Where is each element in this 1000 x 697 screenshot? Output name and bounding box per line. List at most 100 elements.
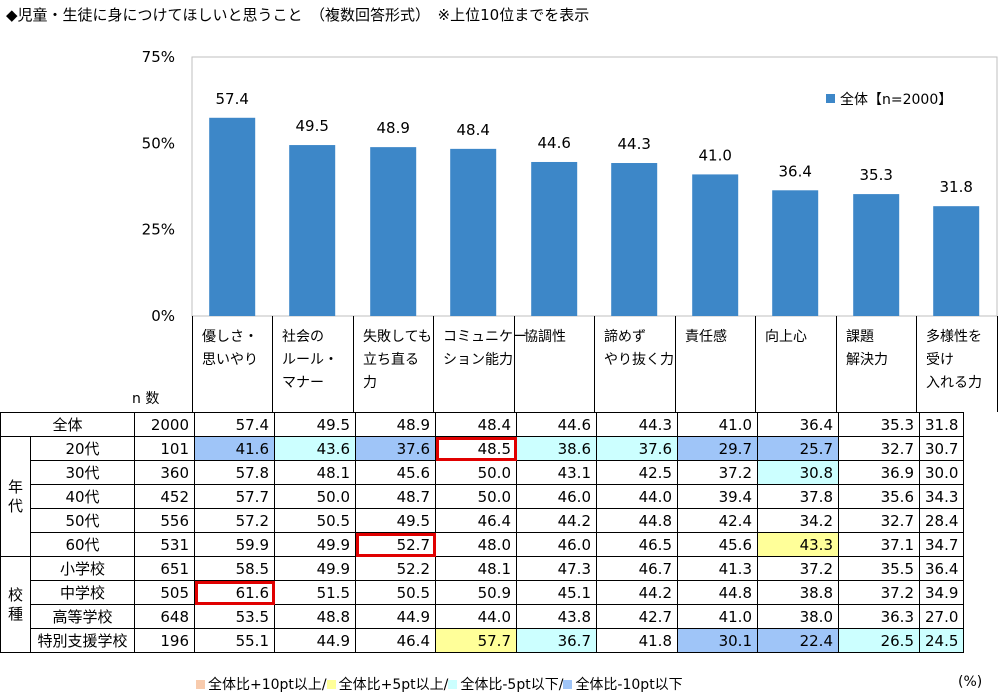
- table-cell: 48.5: [435, 436, 517, 461]
- n-count: 505: [134, 580, 195, 605]
- category-label: 多様性を 受け 入れる力: [916, 326, 996, 395]
- table-cell: 42.7: [596, 604, 678, 629]
- legend-item-label: 全体比+5pt以上/: [338, 677, 449, 693]
- category-label: 協調性: [514, 326, 594, 349]
- table-cell: 37.1: [838, 532, 920, 557]
- table-cell: 27.0: [918, 604, 965, 629]
- table-cell: 57.7: [435, 628, 517, 653]
- data-label: 48.9: [376, 119, 409, 137]
- table-row: 40代 452 57.7 50.0 48.7 50.0 46.0 44.0 39.4 37.8 35…: [1, 484, 965, 509]
- table-row: 特別支援学校 196 55.1 44.9 46.4 57.7 36.7 41.8 30.1 22.…: [1, 628, 965, 653]
- table-cell: 42.4: [677, 508, 758, 533]
- row-label: 特別支援学校: [30, 628, 135, 653]
- table-cell: 46.5: [596, 532, 678, 557]
- table-cell: 51.5: [274, 580, 356, 605]
- table-cell: 52.2: [355, 556, 436, 581]
- category-label-line: 思いやり: [202, 352, 258, 368]
- category-label-line: コミュニケー: [443, 329, 527, 345]
- legend-item-label: 全体比-10pt以下: [575, 677, 683, 693]
- bar: [692, 174, 739, 316]
- table-cell: 44.8: [596, 508, 678, 533]
- table-cell: 44.0: [435, 604, 517, 629]
- table-cell: 46.0: [516, 532, 597, 557]
- table-cell: 36.3: [838, 604, 920, 629]
- category-label: 失敗しても 立ち直る力: [353, 326, 433, 395]
- table-cell: 59.9: [194, 532, 275, 557]
- n-count: 196: [134, 628, 195, 653]
- table-cell: 37.2: [757, 556, 839, 581]
- header-divider: [353, 316, 354, 412]
- table-cell: 44.0: [596, 484, 678, 509]
- data-label: 57.4: [215, 90, 248, 108]
- n-count: 556: [134, 508, 195, 533]
- n-count: 531: [134, 532, 195, 557]
- table-cell: 49.5: [274, 412, 356, 437]
- row-label: 高等学校: [30, 604, 135, 629]
- data-label: 48.4: [456, 121, 489, 139]
- table-cell: 57.7: [194, 484, 275, 509]
- table-cell: 44.9: [355, 604, 436, 629]
- table-cell: 44.3: [596, 412, 678, 437]
- bar: [450, 148, 497, 316]
- table-cell: 46.4: [355, 628, 436, 653]
- row-label: 全体: [0, 412, 135, 437]
- category-label-line: 多様性を: [926, 329, 982, 345]
- legend-item: 全体比-10pt以下: [563, 677, 683, 693]
- table-cell: 35.5: [838, 556, 920, 581]
- table-cell: 36.7: [516, 628, 597, 653]
- table-cell: 41.0: [677, 604, 758, 629]
- category-label-line: 受け: [926, 352, 954, 368]
- bar: [531, 161, 578, 316]
- table-cell: 52.7: [355, 532, 436, 557]
- group-label-char: 代: [7, 496, 23, 515]
- header-divider: [594, 316, 595, 412]
- legend-item-label: 全体比+10pt以上/: [208, 677, 327, 693]
- n-count: 360: [134, 460, 195, 485]
- group-label-char: 校: [7, 585, 23, 604]
- table-cell: 43.1: [516, 460, 597, 485]
- table-cell: 44.2: [596, 580, 678, 605]
- legend-item: 全体比+5pt以上/: [326, 677, 449, 693]
- legend-label: 全体【n=2000】: [840, 91, 952, 108]
- table-cell: 45.6: [677, 532, 758, 557]
- y-tick-label: 75%: [142, 48, 175, 66]
- table-cell: 44.9: [274, 628, 356, 653]
- table-cell: 31.8: [918, 412, 965, 437]
- table-cell: 42.5: [596, 460, 678, 485]
- table-cell: 41.3: [677, 556, 758, 581]
- data-label: 44.3: [617, 135, 650, 153]
- category-label: コミュニケー ション能力: [433, 326, 527, 372]
- bar: [853, 194, 900, 316]
- table-row: 30代 360 57.8 48.1 45.6 50.0 43.1 42.5 37.2 30.8 36…: [1, 460, 965, 485]
- y-tick-label: 0%: [151, 307, 175, 325]
- table-cell: 45.6: [355, 460, 436, 485]
- category-label-line: ルール・: [282, 352, 338, 368]
- table-cell: 61.6: [194, 580, 275, 605]
- header-divider: [675, 316, 676, 412]
- header-divider: [916, 316, 917, 412]
- table-cell: 37.6: [596, 436, 678, 461]
- table-row: 全体 2000 57.4 49.5 48.9 48.4 44.6 44.3 41.0 36.4 35…: [0, 412, 965, 437]
- category-label: 向上心: [755, 326, 835, 349]
- legend-item: 全体比-5pt以下/: [448, 677, 563, 693]
- row-label: 60代: [30, 532, 135, 557]
- legend-swatch: [196, 680, 205, 689]
- table-cell: 37.6: [355, 436, 436, 461]
- category-label-line: 協調性: [524, 329, 566, 345]
- n-count: 651: [134, 556, 195, 581]
- header-divider: [997, 316, 998, 412]
- bar: [289, 145, 336, 316]
- category-label-line: マナー: [282, 375, 324, 391]
- table-cell: 24.5: [918, 628, 965, 653]
- table-row: 年代 20代 101 41.6 43.6 37.6 48.5 38.6 37.6 29.7 25.7…: [0, 436, 965, 557]
- group-label-char: 年: [7, 477, 23, 496]
- table-cell: 36.9: [838, 460, 920, 485]
- n-label: n 数: [132, 391, 160, 407]
- table-cell: 48.7: [355, 484, 436, 509]
- table-cell: 37.2: [677, 460, 758, 485]
- table-cell: 47.3: [516, 556, 597, 581]
- table-cell: 57.8: [194, 460, 275, 485]
- table-cell: 48.1: [274, 460, 356, 485]
- n-count: 2000: [134, 412, 195, 437]
- category-label-line: 諦めず: [604, 329, 646, 345]
